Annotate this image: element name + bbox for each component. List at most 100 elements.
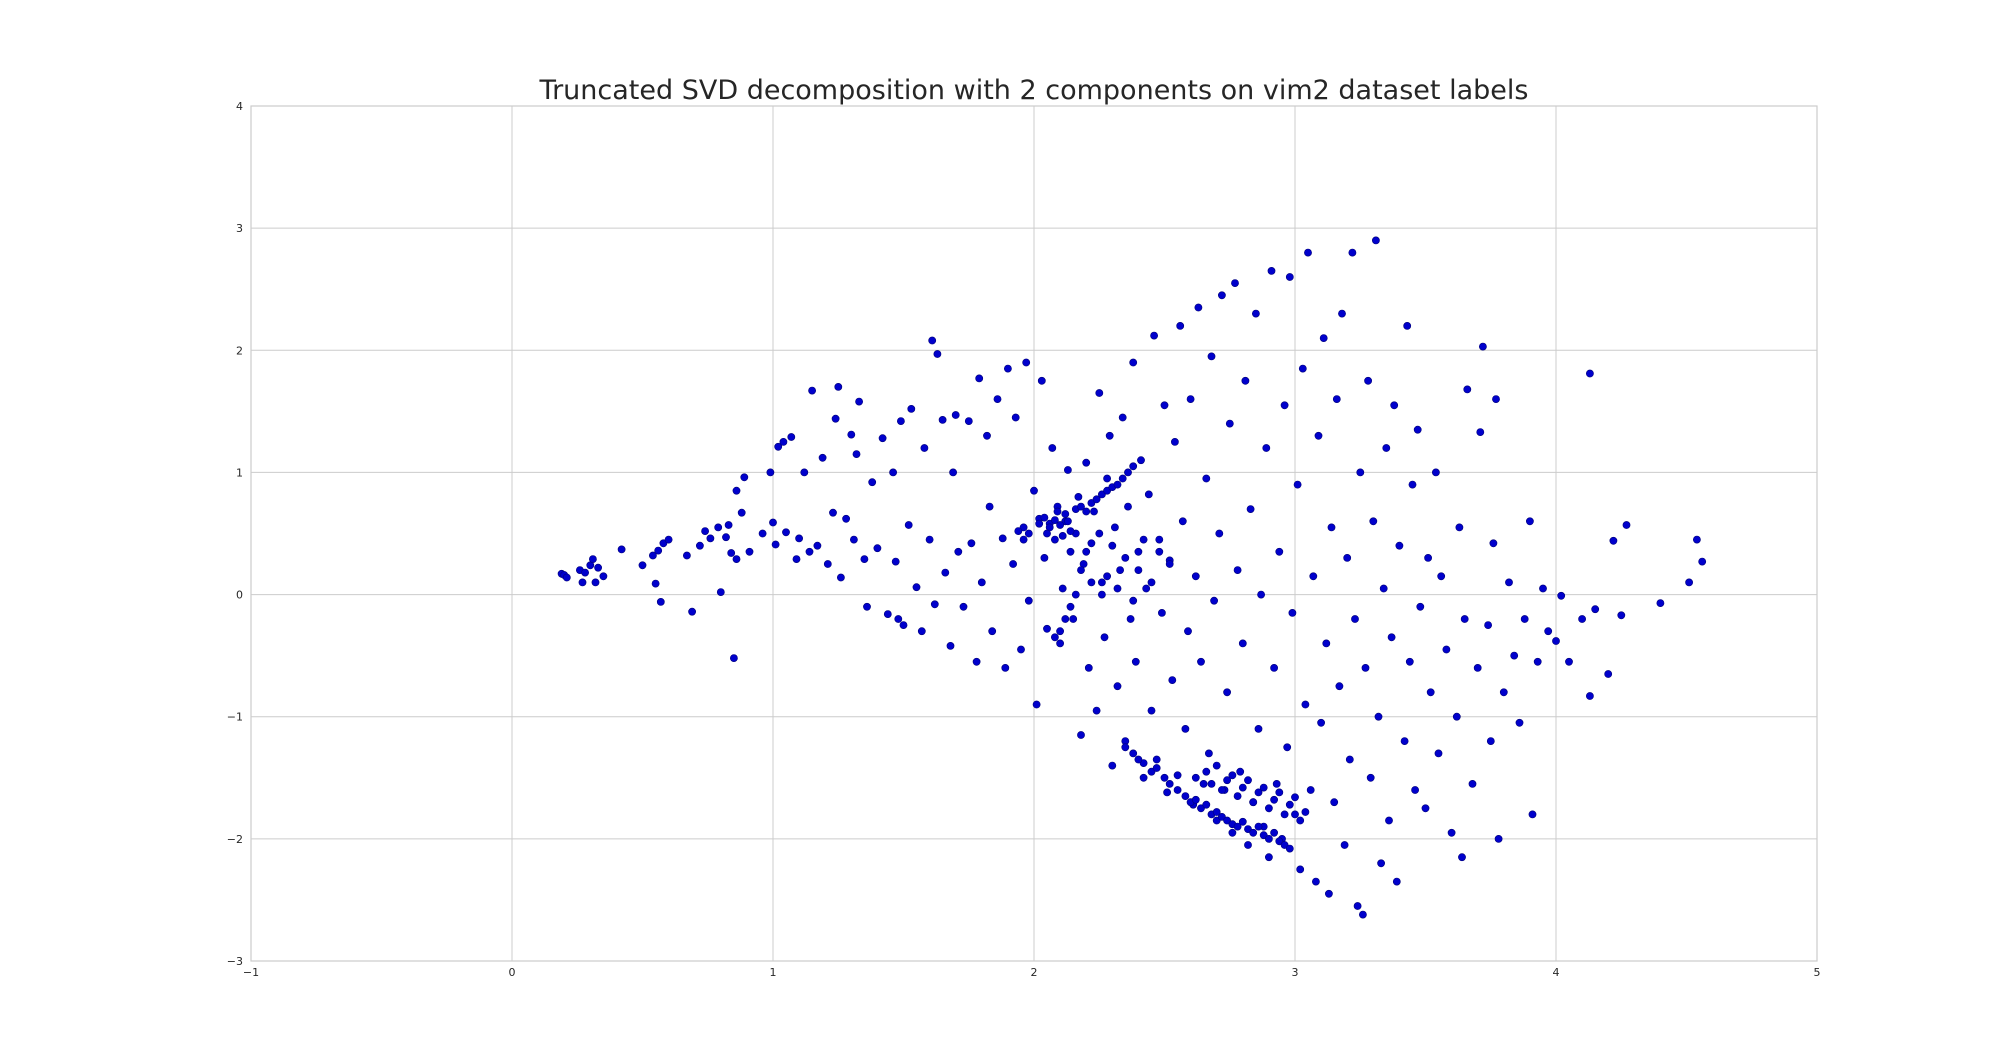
data-point	[1405, 657, 1414, 666]
data-point	[1124, 502, 1132, 511]
data-point	[1257, 590, 1265, 599]
data-point	[1199, 780, 1208, 788]
data-point	[1413, 425, 1422, 434]
x-tick-labels: −1 0 1 2 3 4 5	[243, 966, 1821, 979]
data-point	[727, 549, 736, 557]
data-point	[1452, 712, 1461, 721]
data-point	[1082, 547, 1091, 556]
data-point	[581, 568, 589, 577]
data-point	[1447, 828, 1456, 837]
data-point	[1622, 521, 1631, 529]
data-point	[1134, 547, 1143, 556]
y-tick-label: 3	[236, 222, 243, 235]
data-point	[1105, 431, 1114, 440]
data-point	[1173, 771, 1182, 780]
data-point	[599, 572, 608, 581]
data-point	[831, 414, 840, 423]
data-point	[1205, 749, 1213, 758]
data-point	[1296, 865, 1305, 874]
data-point	[1280, 810, 1289, 819]
data-point	[1468, 780, 1477, 788]
data-point	[842, 514, 850, 523]
data-point	[1385, 816, 1393, 825]
data-point	[1533, 657, 1542, 666]
data-point	[1048, 444, 1057, 452]
data-point	[1437, 572, 1446, 581]
data-point	[1510, 651, 1519, 660]
data-point	[714, 523, 723, 532]
data-point	[651, 579, 660, 588]
data-point	[823, 560, 832, 568]
data-point	[696, 541, 704, 550]
data-point	[1152, 755, 1161, 764]
data-point	[1387, 633, 1396, 642]
data-point	[656, 598, 665, 606]
data-point	[1458, 853, 1466, 862]
data-point	[1009, 560, 1017, 568]
data-point	[1340, 841, 1349, 849]
data-point	[1126, 615, 1135, 623]
data-point	[1317, 718, 1325, 727]
data-point	[1411, 786, 1419, 794]
data-point	[1351, 615, 1359, 623]
data-point	[1077, 566, 1085, 574]
data-point	[1249, 798, 1258, 807]
data-point	[1479, 342, 1487, 351]
data-point	[1035, 519, 1044, 528]
data-point	[925, 535, 934, 544]
data-point	[1275, 837, 1284, 846]
data-point	[1176, 321, 1185, 330]
data-point	[1053, 507, 1062, 516]
data-point	[1074, 492, 1083, 501]
data-point	[1218, 786, 1226, 794]
data-point	[1270, 664, 1278, 672]
data-point	[972, 657, 981, 666]
data-point	[951, 411, 960, 419]
data-point	[1515, 718, 1524, 727]
data-point	[1181, 725, 1190, 733]
data-point	[983, 431, 991, 440]
data-point	[1084, 664, 1093, 672]
data-point	[850, 535, 858, 544]
data-point	[1301, 808, 1310, 816]
data-point	[868, 478, 877, 487]
data-point	[1395, 541, 1404, 550]
data-point	[1212, 808, 1221, 816]
data-point	[1223, 816, 1231, 825]
data-point	[1552, 637, 1560, 645]
x-tick-label: 0	[509, 966, 516, 979]
data-point	[724, 521, 733, 529]
data-point	[1309, 572, 1318, 581]
data-point	[1280, 401, 1289, 410]
data-point	[1051, 633, 1059, 642]
chart-title: Truncated SVD decomposition with 2 compo…	[539, 75, 1529, 106]
scatter-points	[557, 236, 1707, 919]
data-point	[1275, 547, 1284, 556]
data-point	[941, 568, 950, 577]
data-point	[1265, 853, 1273, 862]
data-point	[1160, 401, 1169, 410]
data-point	[928, 336, 937, 345]
x-tick-label: 1	[770, 966, 777, 979]
data-point	[730, 654, 738, 662]
data-point	[1030, 486, 1038, 495]
data-point	[732, 486, 741, 495]
data-point	[1238, 639, 1247, 648]
data-point	[1382, 444, 1391, 452]
data-point	[1473, 664, 1482, 672]
data-point	[1400, 737, 1409, 745]
data-point	[1520, 615, 1529, 623]
data-point	[1191, 773, 1200, 782]
data-point	[1207, 780, 1216, 788]
data-point	[946, 642, 955, 650]
data-point	[1693, 535, 1701, 544]
y-tick-label: 1	[236, 466, 243, 479]
data-point	[1604, 670, 1613, 678]
data-point	[1202, 800, 1211, 809]
data-point	[1197, 657, 1205, 666]
data-point	[1442, 645, 1451, 654]
data-point	[1366, 773, 1375, 782]
data-point	[1037, 376, 1046, 385]
data-point	[998, 534, 1007, 543]
data-point	[1064, 517, 1072, 526]
